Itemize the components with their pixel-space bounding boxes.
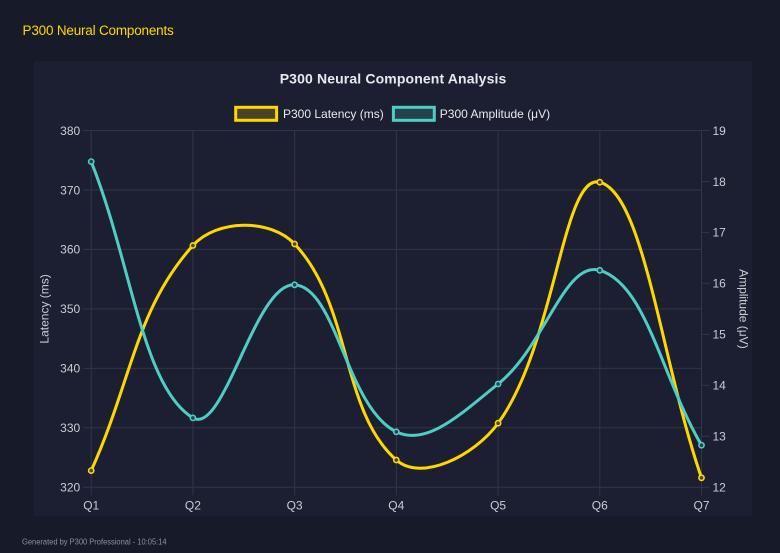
svg-text:Q3: Q3 <box>287 498 303 512</box>
svg-text:15: 15 <box>713 328 727 342</box>
svg-text:P300 Neural Components: P300 Neural Components <box>23 23 175 38</box>
svg-text:360: 360 <box>60 243 80 257</box>
svg-text:Q4: Q4 <box>388 498 404 512</box>
svg-text:Q1: Q1 <box>83 498 99 512</box>
svg-text:17: 17 <box>713 226 727 240</box>
svg-text:Amplitude (μV): Amplitude (μV) <box>737 269 751 349</box>
svg-text:13: 13 <box>713 430 727 444</box>
svg-text:340: 340 <box>60 362 80 376</box>
svg-text:350: 350 <box>60 302 80 316</box>
svg-text:19: 19 <box>713 124 727 138</box>
svg-text:Latency (ms): Latency (ms) <box>38 274 52 343</box>
svg-text:330: 330 <box>60 421 80 435</box>
svg-text:P300 Neural Component Analysis: P300 Neural Component Analysis <box>280 71 507 87</box>
svg-text:Q6: Q6 <box>592 498 608 512</box>
svg-text:Q7: Q7 <box>693 498 709 512</box>
svg-text:12: 12 <box>713 481 727 495</box>
svg-text:Q2: Q2 <box>185 498 201 512</box>
svg-text:320: 320 <box>60 481 80 495</box>
svg-text:14: 14 <box>713 379 727 393</box>
svg-text:16: 16 <box>713 277 727 291</box>
svg-text:Generated by P300 Professional: Generated by P300 Professional - 10:05:1… <box>22 537 167 546</box>
svg-text:P300 Amplitude (μV): P300 Amplitude (μV) <box>440 107 550 121</box>
svg-text:P300 Latency (ms): P300 Latency (ms) <box>283 107 384 121</box>
svg-text:370: 370 <box>60 183 80 197</box>
svg-text:380: 380 <box>60 124 80 138</box>
svg-text:Q5: Q5 <box>490 498 506 512</box>
svg-text:18: 18 <box>713 175 727 189</box>
